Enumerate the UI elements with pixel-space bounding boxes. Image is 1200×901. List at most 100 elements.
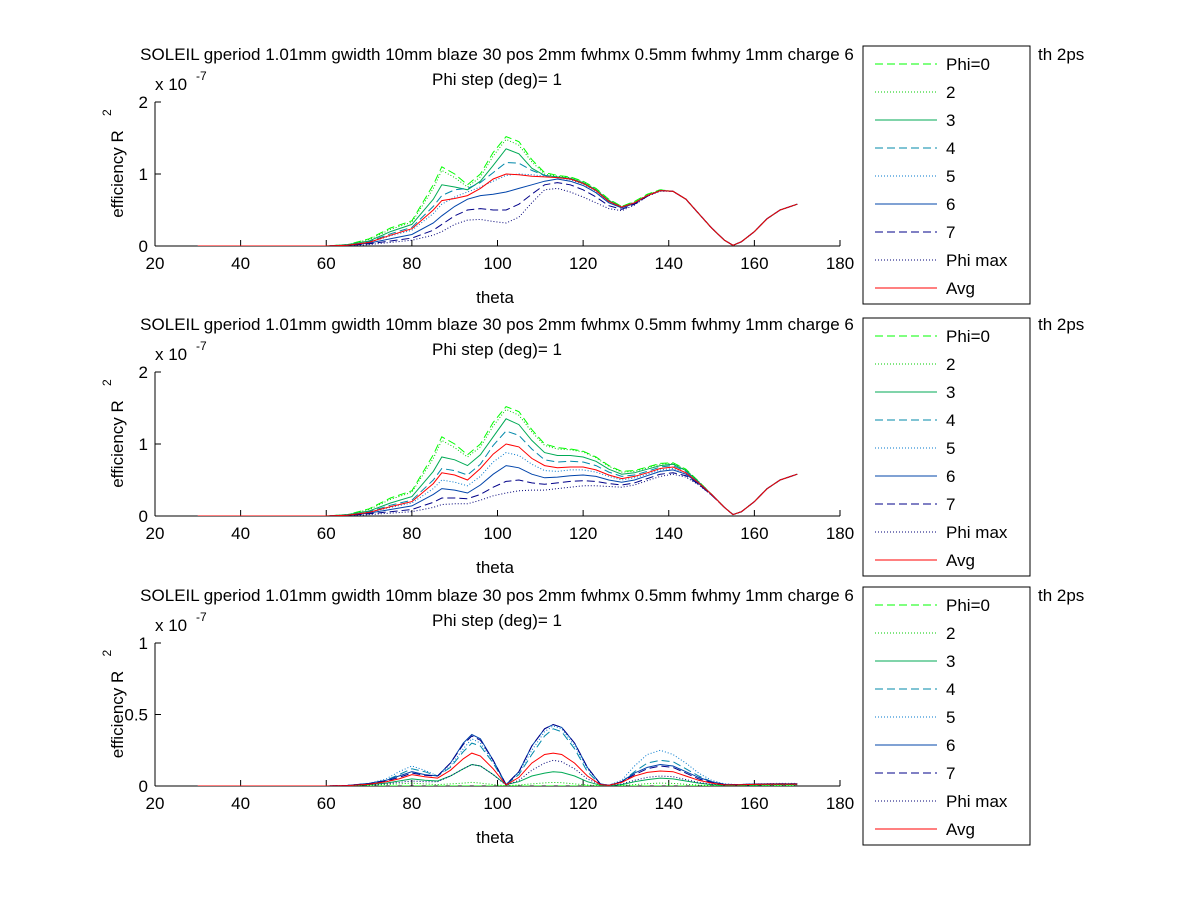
legend-entry-label: 4	[946, 139, 955, 158]
legend-entry-label: 7	[946, 223, 955, 242]
y-tick-label: 1	[139, 435, 148, 454]
legend-entry-label: 6	[946, 467, 955, 486]
series-group	[197, 406, 798, 516]
x-tick-label: 180	[826, 254, 854, 273]
legend-entry-label: 7	[946, 495, 955, 514]
y-tick-label: 1	[139, 165, 148, 184]
series-line-7	[197, 182, 798, 246]
y-tick-label: 1	[139, 634, 148, 653]
legend-box	[862, 317, 1031, 577]
x-tick-label: 100	[483, 524, 511, 543]
x-tick-label: 80	[402, 524, 421, 543]
x-tick-label: 40	[231, 524, 250, 543]
legend-entry-label: 5	[946, 439, 955, 458]
x-tick-label: 100	[483, 254, 511, 273]
legend-entry-label: 4	[946, 411, 955, 430]
y-axis-label-sup: 2	[100, 379, 114, 386]
y-tick-label: 0	[139, 237, 148, 256]
legend-entry-label: 5	[946, 167, 955, 186]
y-axis-label: efficiency R	[108, 130, 127, 218]
y-axis-label: efficiency R	[108, 400, 127, 488]
chart-panel-2: SOLEIL gperiod 1.01mm gwidth 10mm blaze …	[100, 315, 1084, 577]
y-axis-label-group: efficiency R 2	[100, 109, 127, 218]
chart-panel-1: SOLEIL gperiod 1.01mm gwidth 10mm blaze …	[100, 45, 1084, 307]
chart-subtitle: Phi step (deg)= 1	[432, 340, 562, 359]
legend-box	[862, 45, 1031, 305]
legend-entry-label: Phi=0	[946, 327, 990, 346]
x-tick-label: 80	[402, 254, 421, 273]
series-line-8	[197, 473, 798, 516]
x-tick-label: 160	[740, 254, 768, 273]
legend: Phi=0 2 3 4 5 6 7 Phi max Avg	[862, 45, 1031, 305]
x-axis-label: theta	[476, 558, 514, 577]
chart-title: SOLEIL gperiod 1.01mm gwidth 10mm blaze …	[140, 586, 854, 605]
x-tick-label: 120	[569, 794, 597, 813]
legend-entry-label: 3	[946, 383, 955, 402]
x-tick-label: 20	[146, 524, 165, 543]
x-tick-label: 20	[146, 254, 165, 273]
chart-subtitle: Phi step (deg)= 1	[432, 70, 562, 89]
x-tick-label: 120	[569, 254, 597, 273]
y-axis-label-sup: 2	[100, 109, 114, 116]
x-tick-label: 120	[569, 524, 597, 543]
chart-title-tail: th 2ps	[1038, 586, 1084, 605]
x-tick-label: 20	[146, 794, 165, 813]
series-line-4	[197, 728, 798, 786]
x-tick-label: 180	[826, 794, 854, 813]
x-tick-label: 40	[231, 254, 250, 273]
y-tick-label: 2	[139, 93, 148, 112]
chart-title-tail: th 2ps	[1038, 315, 1084, 334]
legend: Phi=0 2 3 4 5 6 7 Phi max Avg	[862, 586, 1031, 846]
legend-entry-label: 3	[946, 652, 955, 671]
x-axis-label: theta	[476, 828, 514, 847]
y-exponent-label: x 10	[155, 75, 187, 94]
legend-entry-label: Phi=0	[946, 55, 990, 74]
series-group	[197, 136, 798, 246]
x-tick-label: 80	[402, 794, 421, 813]
legend-entry-label: Avg	[946, 279, 975, 298]
chart-title-tail: th 2ps	[1038, 45, 1084, 64]
x-tick-label: 140	[655, 524, 683, 543]
plot-area	[155, 102, 840, 246]
y-tick-label: 2	[139, 363, 148, 382]
y-exponent-sup: -7	[196, 610, 207, 624]
chart-subtitle: Phi step (deg)= 1	[432, 611, 562, 630]
x-tick-label: 60	[317, 794, 336, 813]
y-tick-label: 0	[139, 507, 148, 526]
series-group	[197, 723, 798, 786]
y-axis-label-group: efficiency R 2	[100, 650, 127, 759]
y-axis-label-group: efficiency R 2	[100, 379, 127, 488]
y-exponent-label: x 10	[155, 616, 187, 635]
legend-entry-label: Phi=0	[946, 596, 990, 615]
legend-entry-label: 7	[946, 764, 955, 783]
x-tick-label: 140	[655, 794, 683, 813]
x-tick-label: 140	[655, 254, 683, 273]
plot-area	[155, 643, 840, 786]
y-tick-label: 0.5	[124, 706, 148, 725]
legend-entry-label: Phi max	[946, 523, 1008, 542]
series-line-7	[197, 472, 798, 516]
x-tick-label: 60	[317, 524, 336, 543]
chart-panel-3: SOLEIL gperiod 1.01mm gwidth 10mm blaze …	[100, 586, 1084, 847]
x-axis-label: theta	[476, 288, 514, 307]
legend-entry-label: 5	[946, 708, 955, 727]
series-line-7	[197, 723, 798, 786]
legend-entry-label: Avg	[946, 820, 975, 839]
y-exponent-sup: -7	[196, 69, 207, 83]
legend-entry-label: Phi max	[946, 792, 1008, 811]
chart-title: SOLEIL gperiod 1.01mm gwidth 10mm blaze …	[140, 315, 854, 334]
legend-entry-label: 6	[946, 736, 955, 755]
y-exponent-label: x 10	[155, 345, 187, 364]
legend-box	[862, 586, 1031, 846]
y-exponent-sup: -7	[196, 339, 207, 353]
legend-entry-label: 2	[946, 624, 955, 643]
x-tick-label: 160	[740, 524, 768, 543]
plot-area	[155, 372, 840, 516]
y-axis-label: efficiency R	[108, 671, 127, 759]
legend-entry-label: 6	[946, 195, 955, 214]
legend-entry-label: 3	[946, 111, 955, 130]
series-line-1	[197, 406, 798, 516]
x-tick-label: 60	[317, 254, 336, 273]
legend-entry-label: 4	[946, 680, 955, 699]
